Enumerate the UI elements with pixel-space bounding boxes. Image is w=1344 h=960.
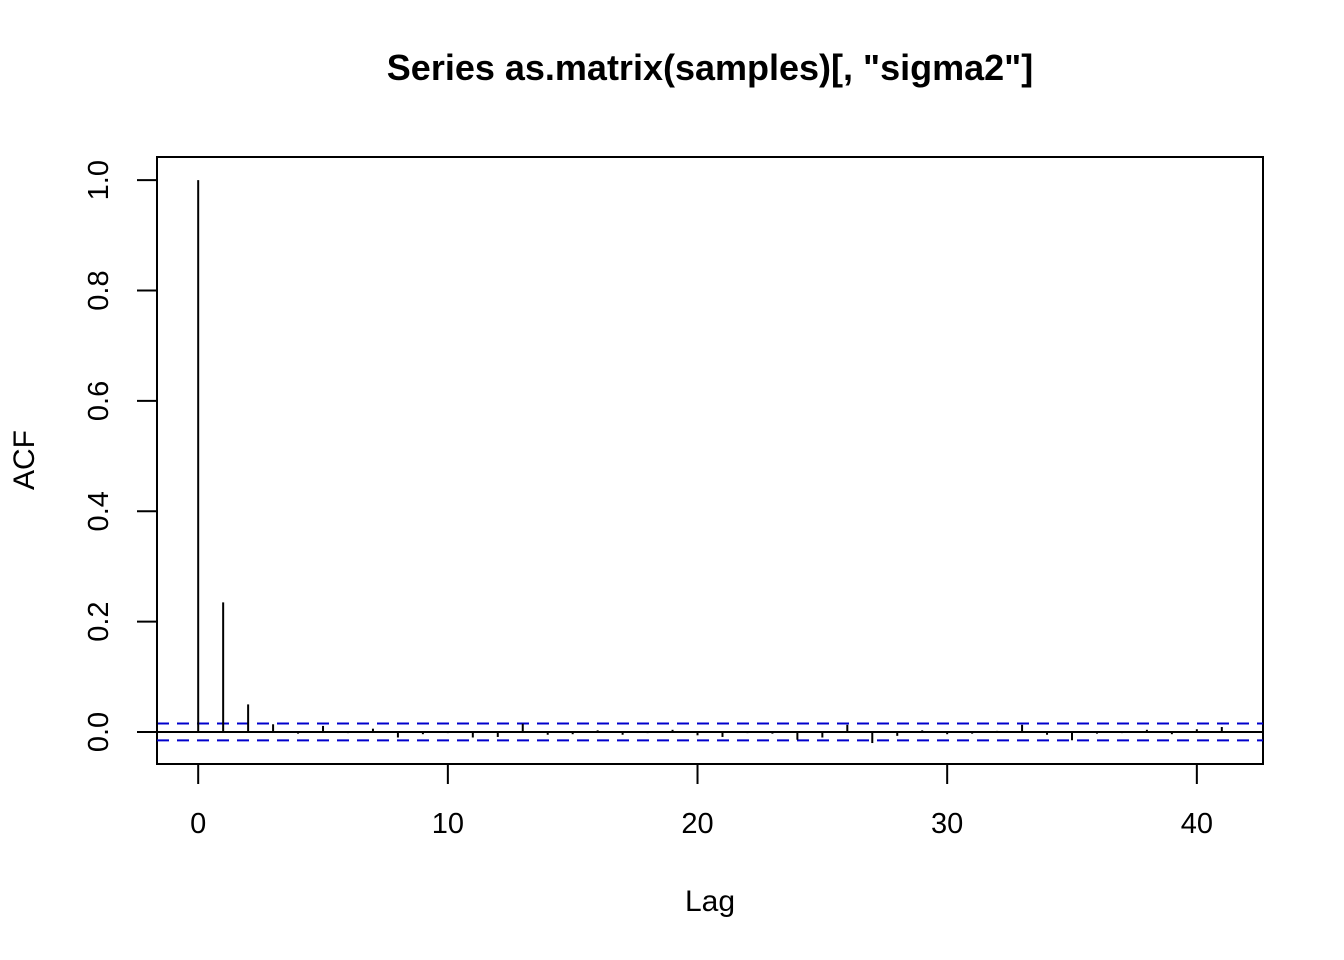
x-tick-label: 30	[931, 808, 963, 840]
x-axis-label: Lag	[685, 885, 735, 918]
y-axis-label: ACF	[8, 430, 41, 490]
x-tick-label: 20	[681, 808, 713, 840]
y-tick-label: 0.2	[83, 601, 115, 641]
x-tick-label: 0	[190, 808, 206, 840]
y-tick-label: 0.6	[83, 381, 115, 421]
y-tick-label: 0.4	[83, 491, 115, 531]
y-tick-label: 0.8	[83, 270, 115, 310]
y-axis: 0.0 0.2 0.4 0.6 0.8 1.0	[83, 160, 158, 752]
plot-area	[156, 156, 1264, 765]
x-tick-label: 40	[1181, 808, 1213, 840]
chart-title: Series as.matrix(samples)[, "sigma2"]	[387, 47, 1033, 88]
y-tick-label: 0.0	[83, 712, 115, 752]
y-tick-label: 1.0	[83, 160, 115, 200]
x-tick-label: 10	[432, 808, 464, 840]
plot-frame	[156, 156, 1264, 765]
x-axis: 0 10 20 30 40	[190, 763, 1213, 840]
